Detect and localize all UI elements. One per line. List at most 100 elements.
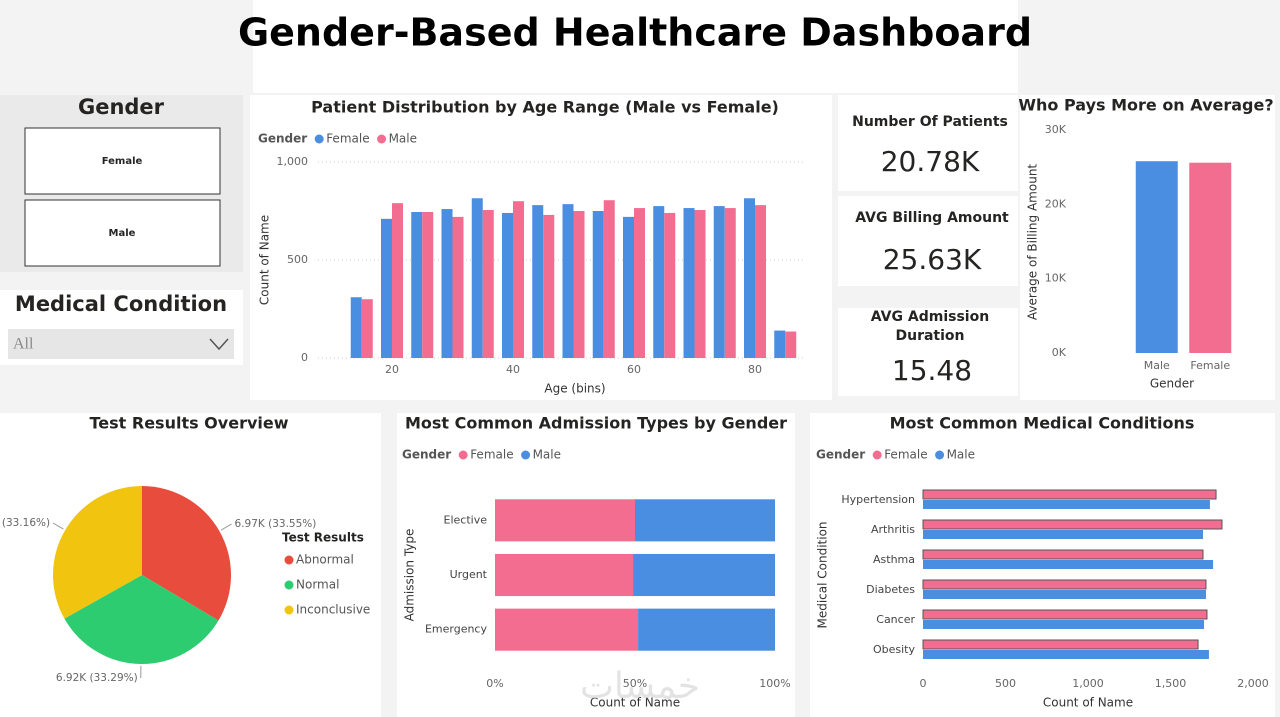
bar xyxy=(471,198,483,358)
y-axis-label: Count of Name xyxy=(258,215,272,305)
legend-marker xyxy=(377,134,387,144)
card xyxy=(838,308,1018,396)
bar xyxy=(513,201,524,358)
x-tick-label: 40 xyxy=(506,363,520,376)
bar xyxy=(683,208,695,358)
legend-title: Test Results xyxy=(282,531,364,545)
bar xyxy=(922,639,1199,650)
y-tick-label: 30K xyxy=(1045,123,1067,136)
x-axis-label: Count of Name xyxy=(590,696,680,710)
bar xyxy=(502,212,513,358)
data-label: 6.92K (33.29%) xyxy=(56,672,138,684)
slicer-option-label[interactable]: Female xyxy=(102,156,143,167)
bar xyxy=(923,650,1209,659)
legend-marker xyxy=(521,450,531,460)
bar xyxy=(573,211,585,358)
legend-label: Male xyxy=(947,448,975,462)
x-tick-label: 2,000 xyxy=(1237,677,1269,690)
bar xyxy=(922,519,1223,530)
y-tick-label: Asthma xyxy=(873,553,915,566)
y-tick-label: Elective xyxy=(444,513,488,526)
marks: Gender Female Male 0 500 1,000 20 40 60 80 0K 10K 20… xyxy=(0,123,1269,690)
legend-label: Abnormal xyxy=(296,553,354,567)
y-tick-label: Cancer xyxy=(876,613,915,626)
legend-label: Male xyxy=(389,132,417,146)
bar xyxy=(755,205,766,358)
bar xyxy=(922,489,1217,500)
legend-marker xyxy=(872,450,882,460)
legend-marker xyxy=(458,450,468,460)
bar xyxy=(713,206,725,358)
x-tick-label: Female xyxy=(1190,359,1230,372)
dashboard-title: Gender-Based Healthcare Dashboard xyxy=(238,11,1032,55)
y-tick-label: 500 xyxy=(287,253,308,266)
bar xyxy=(603,200,615,358)
x-tick-label: 1,000 xyxy=(1072,677,1104,690)
card xyxy=(838,95,1018,191)
dropdown[interactable] xyxy=(8,329,234,359)
title-panel xyxy=(253,0,1018,93)
bar xyxy=(922,579,1207,590)
bar xyxy=(694,210,706,358)
card-value: 20.78K xyxy=(881,145,980,178)
y-tick-label: Hypertension xyxy=(841,493,915,506)
dropdown-chevron[interactable] xyxy=(209,338,229,351)
bar xyxy=(923,590,1206,599)
legend-marker xyxy=(284,580,294,590)
slicer-option[interactable] xyxy=(24,127,221,195)
legend-marker xyxy=(284,605,294,615)
watermark: خمسات xyxy=(580,666,700,707)
legend-label: Inconclusive xyxy=(296,603,370,617)
x-tick-label: 80 xyxy=(748,363,762,376)
bar xyxy=(774,330,786,358)
x-tick-label: 500 xyxy=(995,677,1016,690)
chart-title: Patient Distribution by Age Range (Male … xyxy=(311,98,779,117)
card-label-box: AVG Admission Duration xyxy=(870,309,990,344)
bar xyxy=(923,500,1210,509)
bar xyxy=(1135,161,1178,353)
card-label: Number Of Patients xyxy=(852,114,1008,130)
legend-title: Gender xyxy=(816,448,865,462)
bar xyxy=(1189,162,1232,353)
bar xyxy=(422,211,434,358)
x-axis-label: Age (bins) xyxy=(544,382,605,396)
y-tick-label: 1,000 xyxy=(277,155,309,168)
slicer-title: Medical Condition xyxy=(15,292,227,316)
bar-segment xyxy=(633,553,775,597)
slicer-option[interactable] xyxy=(24,199,221,267)
bar xyxy=(623,216,634,358)
y-axis-label: Admission Type xyxy=(403,529,417,622)
leader-line xyxy=(220,523,232,531)
bar xyxy=(653,206,665,358)
bar xyxy=(381,218,392,358)
legend-marker xyxy=(314,134,324,144)
y-tick-label: Emergency xyxy=(425,623,488,636)
data-label: 6.89K (33.16%) xyxy=(0,517,50,529)
bar xyxy=(923,560,1214,569)
slicer-option-label[interactable]: Male xyxy=(109,228,136,239)
slicer-title: Gender xyxy=(78,95,165,119)
bar-segment xyxy=(495,499,635,542)
card-value: 15.48 xyxy=(892,354,972,387)
dropdown-value[interactable]: All xyxy=(13,336,34,353)
bar-segment xyxy=(638,608,775,651)
bar xyxy=(923,530,1204,539)
legend-label: Female xyxy=(884,448,927,462)
chart-title: Who Pays More on Average? xyxy=(1018,96,1273,115)
x-tick-label: 1,500 xyxy=(1155,677,1187,690)
y-tick-label: Obesity xyxy=(873,643,916,656)
y-tick-label: 0K xyxy=(1052,346,1067,359)
x-tick-label: Male xyxy=(1144,359,1170,372)
bar xyxy=(592,211,604,358)
card-label: AVG Admission Duration xyxy=(870,309,990,344)
legend-title: Gender xyxy=(402,448,451,462)
x-tick-label: 100% xyxy=(759,677,790,690)
bar xyxy=(543,214,555,358)
legend-title: Gender xyxy=(258,132,307,146)
bar xyxy=(411,211,423,358)
y-axis-label: Average of Billing Amount xyxy=(1026,164,1040,321)
y-tick-label: Urgent xyxy=(450,568,488,581)
chart-title: Test Results Overview xyxy=(89,414,288,433)
bar xyxy=(562,204,574,358)
y-tick-label: Arthritis xyxy=(871,523,915,536)
